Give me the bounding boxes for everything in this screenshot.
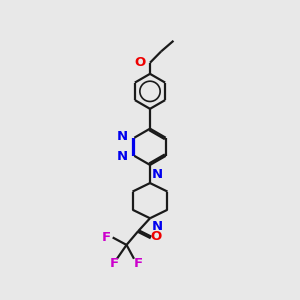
Text: O: O: [150, 230, 161, 243]
Text: F: F: [134, 257, 143, 270]
Text: N: N: [152, 220, 163, 233]
Text: N: N: [117, 130, 128, 143]
Text: O: O: [134, 56, 145, 69]
Text: F: F: [102, 231, 111, 244]
Text: N: N: [117, 150, 128, 164]
Text: N: N: [152, 168, 163, 182]
Text: F: F: [110, 257, 119, 270]
